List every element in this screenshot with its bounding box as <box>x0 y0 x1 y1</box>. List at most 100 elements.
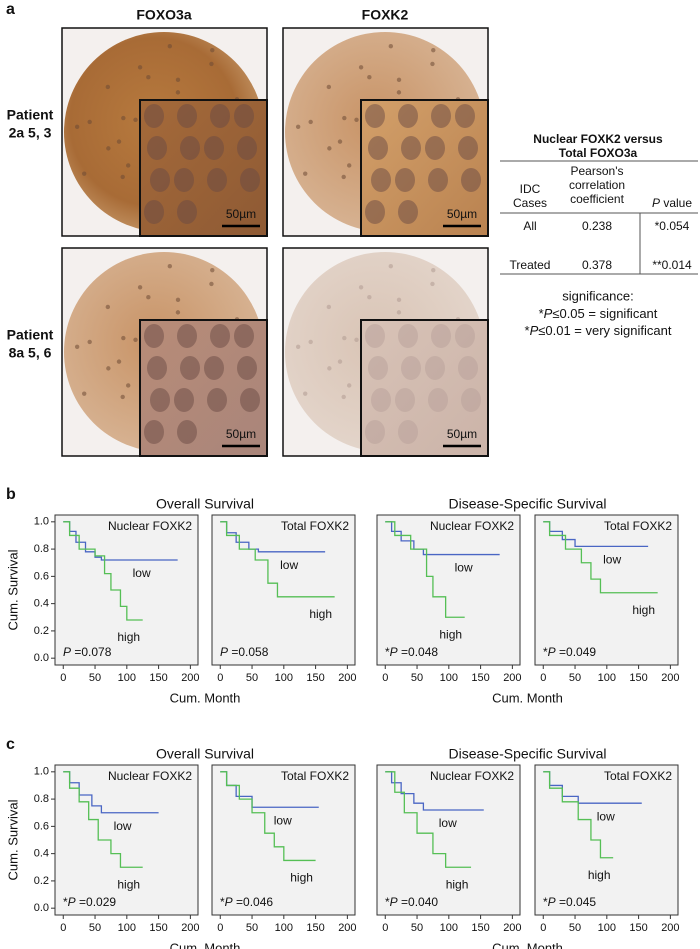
nucleus-dot <box>430 61 435 67</box>
nucleus-dot <box>116 139 122 144</box>
p-value: P =0.058 <box>220 645 269 659</box>
cell-nucleus <box>210 104 230 128</box>
stars: * <box>539 306 544 321</box>
cell-nucleus <box>180 356 200 380</box>
y-axis-label: Cum. Survival <box>5 799 20 880</box>
cell-nucleus <box>147 136 167 160</box>
nucleus-dot <box>175 90 181 95</box>
nucleus-dot <box>146 74 151 80</box>
p-value: *P =0.045 <box>543 895 596 909</box>
nucleus-dot <box>121 115 126 121</box>
nucleus-dot <box>396 310 402 315</box>
cell-nucleus <box>395 168 415 192</box>
nucleus-dot <box>116 359 122 364</box>
cell-nucleus <box>365 104 385 128</box>
cell-nucleus <box>207 388 227 412</box>
stars: * <box>220 895 225 909</box>
row-label: Patient <box>7 327 54 343</box>
curve-label: high <box>309 607 332 621</box>
nucleus-dot <box>175 297 181 303</box>
nucleus-dot <box>295 344 301 350</box>
cell-nucleus <box>174 168 194 192</box>
x-tick-label: 200 <box>503 672 521 684</box>
x-axis-label: Cum. Month <box>492 690 563 705</box>
x-tick-label: 150 <box>629 672 647 684</box>
p-symbol: P <box>225 895 233 909</box>
cell-nucleus <box>431 324 451 348</box>
nucleus-dot <box>137 65 143 70</box>
p-text: =0.045 <box>556 895 597 909</box>
x-tick-label: 150 <box>629 922 647 934</box>
y-tick-label: 0.8 <box>34 543 49 555</box>
cell-nucleus <box>365 324 385 348</box>
nucleus-dot <box>133 117 138 122</box>
y-tick-label: 0.4 <box>34 848 49 860</box>
significance-line: *P≤0.01 = very significant <box>525 323 672 338</box>
x-tick-label: 150 <box>306 922 324 934</box>
curve-label: low <box>280 558 298 572</box>
nucleus-dot <box>342 335 347 341</box>
x-tick-label: 50 <box>246 922 258 934</box>
group-title: Disease-Specific Survival <box>449 746 607 762</box>
table-title: Total FOXO3a <box>559 146 638 160</box>
cell-nucleus <box>147 356 167 380</box>
nucleus-dot <box>308 339 313 345</box>
table-cell: 0.238 <box>582 219 612 233</box>
nucleus-dot <box>337 139 343 144</box>
p-value: *P =0.048 <box>385 645 438 659</box>
survival-curve <box>543 771 614 859</box>
x-tick-label: 150 <box>149 922 167 934</box>
survival-curve <box>63 771 143 868</box>
survival-curve <box>220 771 316 862</box>
cell-nucleus <box>177 200 197 224</box>
nucleus-dot <box>210 47 215 53</box>
x-tick-label: 0 <box>217 672 223 684</box>
y-tick-label: 0.2 <box>34 625 49 637</box>
p-value: *P =0.029 <box>63 895 116 909</box>
nucleus-dot <box>388 263 394 269</box>
p-symbol: P <box>544 306 553 321</box>
stars: * <box>543 895 548 909</box>
x-tick-label: 0 <box>217 922 223 934</box>
x-tick-label: 50 <box>569 922 581 934</box>
nucleus-dot <box>303 171 308 176</box>
cell-nucleus <box>368 356 388 380</box>
p-symbol: P <box>63 645 71 659</box>
marker-label: Nuclear FOXK2 <box>108 769 192 783</box>
y-tick-label: 0.6 <box>34 570 49 582</box>
panel-label: b <box>6 486 16 503</box>
cell-nucleus <box>428 168 448 192</box>
x-tick-label: 0 <box>382 922 388 934</box>
cell-nucleus <box>150 168 170 192</box>
nucleus-dot <box>106 146 111 151</box>
plot-area <box>376 514 521 666</box>
nucleus-dot <box>210 267 215 273</box>
x-tick-label: 200 <box>181 672 199 684</box>
x-tick-label: 200 <box>338 922 356 934</box>
x-tick-label: 100 <box>598 672 616 684</box>
cell-nucleus <box>398 324 418 348</box>
cell-nucleus <box>398 200 418 224</box>
cell-nucleus <box>204 356 224 380</box>
x-axis-label: Cum. Month <box>170 940 241 949</box>
x-tick-label: 50 <box>569 672 581 684</box>
x-axis-label: Cum. Month <box>492 940 563 949</box>
x-tick-label: 100 <box>440 922 458 934</box>
plot-area <box>376 764 521 916</box>
curve-label: low <box>439 816 457 830</box>
nucleus-dot <box>347 383 352 388</box>
y-tick-label: 0.6 <box>34 820 49 832</box>
survival-curve <box>385 771 472 868</box>
nucleus-dot <box>341 174 346 180</box>
nucleus-dot <box>121 335 126 341</box>
plot-area <box>534 514 679 666</box>
nucleus-dot <box>105 304 111 310</box>
table-cell: Treated <box>510 258 551 272</box>
cell-nucleus <box>240 168 260 192</box>
cell-nucleus <box>144 420 164 444</box>
cell-nucleus <box>207 168 227 192</box>
marker-label: Total FOXK2 <box>604 769 672 783</box>
cell-nucleus <box>234 104 254 128</box>
p-text: ≤0.05 = significant <box>552 306 657 321</box>
cell-nucleus <box>425 356 445 380</box>
